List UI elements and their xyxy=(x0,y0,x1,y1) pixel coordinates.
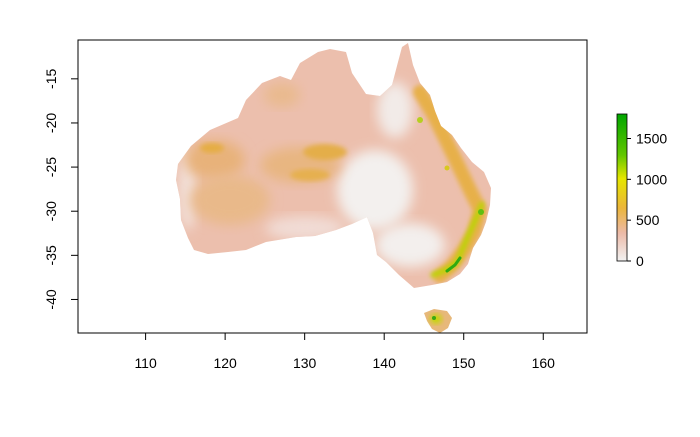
central-lowland xyxy=(337,150,413,230)
musgrave-ranges xyxy=(290,169,330,181)
x-tick-label: 110 xyxy=(134,355,157,371)
nullarbor-lowland xyxy=(265,216,345,240)
new-england-peak xyxy=(478,209,484,215)
eungella-peak xyxy=(444,165,450,171)
legend-tick-label: 1500 xyxy=(636,131,667,147)
gulf-lowland xyxy=(377,82,413,138)
y-tick-label: -20 xyxy=(43,113,59,133)
atherton-peak xyxy=(417,117,423,123)
hamersley-range xyxy=(200,143,224,153)
x-tick-label: 160 xyxy=(532,355,556,371)
kimberley-plateau xyxy=(264,83,300,107)
y-tick-label: -40 xyxy=(43,289,59,309)
macdonnell-ranges xyxy=(303,144,347,160)
legend-tick-label: 0 xyxy=(636,253,644,269)
y-tick-label: -25 xyxy=(43,157,59,177)
legend-color-bar xyxy=(616,113,628,262)
y-tick-label: -35 xyxy=(43,245,59,265)
pilbara-plateau xyxy=(185,140,245,180)
elevation-legend: 0 500 1000 1500 xyxy=(616,113,667,269)
australia-mainland xyxy=(176,43,491,288)
x-tick-label: 120 xyxy=(213,355,237,371)
tasmania-peak xyxy=(432,316,436,320)
tasmania-highlands xyxy=(430,314,442,324)
y-axis: -15 -20 -25 -30 -35 -40 xyxy=(43,69,79,310)
tasmania xyxy=(424,309,452,333)
x-axis: 110 120 130 140 150 160 xyxy=(134,332,556,371)
x-tick-label: 150 xyxy=(452,355,476,371)
murray-lowland xyxy=(375,223,445,267)
x-tick-label: 140 xyxy=(373,355,397,371)
western-plateau xyxy=(190,175,270,225)
y-tick-label: -15 xyxy=(43,69,59,89)
alpine-peaks xyxy=(445,256,462,273)
legend-tick-label: 500 xyxy=(636,212,660,228)
legend-tick-label: 1000 xyxy=(636,171,667,187)
y-tick-label: -30 xyxy=(43,201,59,221)
x-tick-label: 130 xyxy=(293,355,317,371)
